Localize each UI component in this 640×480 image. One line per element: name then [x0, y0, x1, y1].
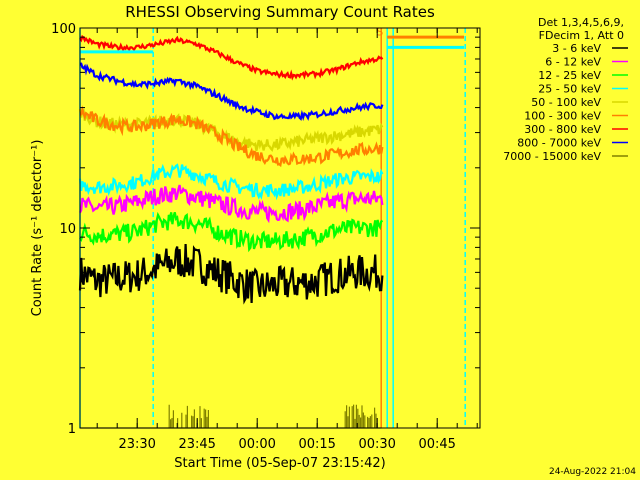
- series-line-300-800kev: [79, 34, 384, 81]
- footer-timestamp: 24-Aug-2022 21:04: [549, 467, 636, 477]
- x-tick-label: 00:30: [358, 437, 395, 452]
- legend-label: 3 - 6 keV: [552, 42, 601, 55]
- series-line-12-25kev: [79, 211, 384, 253]
- legend-label: 50 - 100 keV: [531, 96, 601, 109]
- x-tick-label: 00:15: [298, 437, 335, 452]
- legend-label: 800 - 7000 keV: [517, 137, 601, 150]
- legend-label: 25 - 50 keV: [538, 83, 601, 96]
- axes: 1 10 100 23:30 23:45 00:00 00:15 00:30 00:45: [51, 22, 481, 452]
- legend-label: 300 - 800 keV: [524, 123, 601, 136]
- x-tick-label: 00:00: [238, 437, 275, 452]
- series-line-25-50kev: [78, 163, 384, 201]
- series-line-800-7000kev: [79, 62, 384, 121]
- series-line-100-300kev: [79, 105, 384, 168]
- y-axis-label: Count Rate (s⁻¹ detector⁻¹): [30, 140, 45, 317]
- x-tick-label: 00:45: [418, 437, 455, 452]
- series-line-3-6kev: [78, 243, 384, 305]
- x-tick-label: 23:45: [178, 437, 215, 452]
- chart-title: RHESSI Observing Summary Count Rates: [125, 3, 435, 21]
- x-tick-label: 23:30: [118, 437, 155, 452]
- y-tick-label: 10: [59, 222, 76, 237]
- series-line-6-12kev: [79, 184, 384, 224]
- legend-header-line-1: Det 1,3,4,5,6,9,: [538, 16, 624, 29]
- y-tick-label: 1: [68, 422, 76, 437]
- x-axis-label: Start Time (05-Sep-07 23:15:42): [174, 456, 385, 471]
- y-tick-label: 100: [51, 22, 76, 37]
- legend-label: 7000 - 15000 keV: [503, 150, 601, 163]
- legend-label: 12 - 25 keV: [538, 69, 601, 82]
- legend: Det 1,3,4,5,6,9, FDecim 1, Att 0 3 - 6 k…: [503, 16, 628, 163]
- legend-header-line-2: FDecim 1, Att 0: [539, 29, 624, 42]
- saa-annotation: S: [376, 26, 383, 39]
- plot-area: S: [78, 26, 466, 429]
- legend-label: 100 - 300 keV: [524, 110, 601, 123]
- legend-label: 6 - 12 keV: [545, 56, 601, 69]
